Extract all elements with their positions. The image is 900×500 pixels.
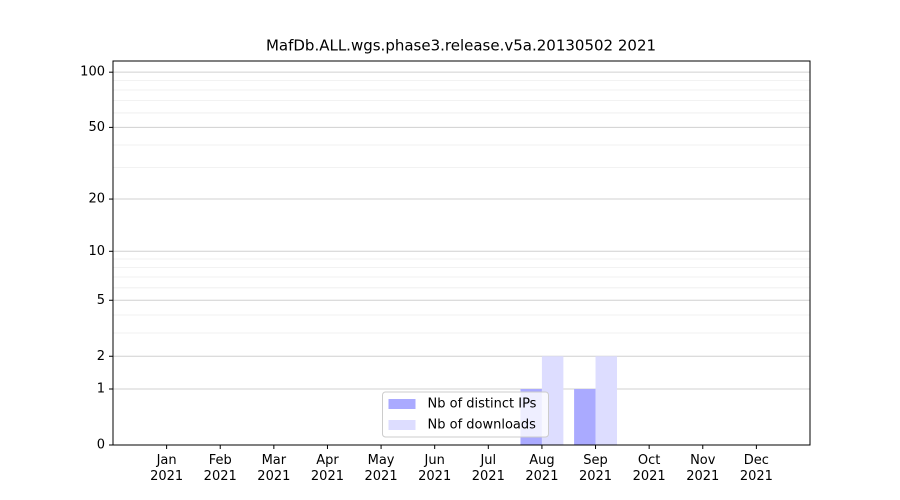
x-tick-label: Nov 2021 bbox=[686, 453, 720, 484]
legend-swatch bbox=[388, 420, 416, 430]
y-tick-label: 20 bbox=[88, 192, 105, 207]
x-tick-label: Jan 2021 bbox=[150, 453, 184, 484]
legend-label: Nb of distinct IPs bbox=[428, 397, 537, 412]
y-tick-label: 1 bbox=[97, 382, 105, 397]
legend: Nb of distinct IPs Nb of downloads bbox=[382, 391, 549, 438]
y-tick-label: 10 bbox=[88, 244, 105, 259]
x-tick-label: Aug 2021 bbox=[525, 453, 559, 484]
plot-frame bbox=[112, 60, 811, 446]
y-tick-label: 0 bbox=[97, 438, 105, 453]
x-tick-label: Oct 2021 bbox=[632, 453, 666, 484]
bar bbox=[595, 356, 617, 445]
chart-title: MafDb.ALL.wgs.phase3.release.v5a.2013050… bbox=[266, 37, 656, 55]
x-tick-label: Feb 2021 bbox=[203, 453, 237, 484]
x-tick-label: Jul 2021 bbox=[471, 453, 505, 484]
legend-box bbox=[382, 391, 549, 438]
y-tick-label: 50 bbox=[88, 120, 105, 135]
legend-swatch bbox=[388, 399, 416, 409]
y-tick-label: 100 bbox=[80, 65, 105, 80]
x-tick-label: Sep 2021 bbox=[578, 453, 613, 484]
x-tick-label: Apr 2021 bbox=[310, 453, 344, 484]
y-tick-label: 2 bbox=[97, 349, 105, 364]
y-tick-label: 5 bbox=[97, 293, 105, 308]
x-tick-label: Dec 2021 bbox=[739, 453, 773, 484]
x-tick-label: Mar 2021 bbox=[257, 453, 291, 484]
x-tick-label: May 2021 bbox=[364, 453, 398, 484]
x-tick-label: Jun 2021 bbox=[418, 453, 452, 484]
bar bbox=[574, 389, 596, 445]
legend-label: Nb of downloads bbox=[428, 418, 537, 433]
